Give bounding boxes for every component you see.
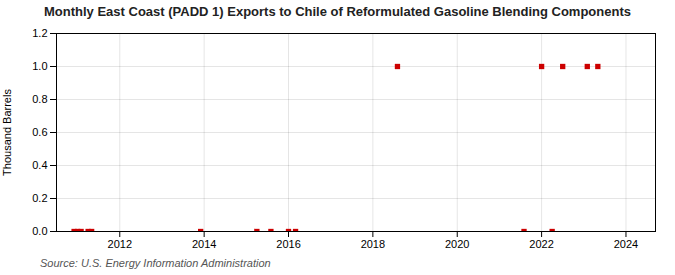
svg-text:2016: 2016 <box>276 238 300 250</box>
svg-text:1.0: 1.0 <box>32 60 47 72</box>
svg-text:2024: 2024 <box>614 238 638 250</box>
svg-text:0.8: 0.8 <box>32 93 47 105</box>
svg-text:0.0: 0.0 <box>32 225 47 237</box>
svg-text:2018: 2018 <box>361 238 385 250</box>
svg-text:Thousand Barrels: Thousand Barrels <box>1 89 13 176</box>
svg-text:1.2: 1.2 <box>32 27 47 39</box>
svg-text:0.4: 0.4 <box>32 159 47 171</box>
svg-text:2022: 2022 <box>529 238 553 250</box>
html-text:Monthly East Coast (PADD 1) Ex: Monthly East Coast (PADD 1) Exports to C… <box>44 4 631 19</box>
svg-text:2012: 2012 <box>108 238 132 250</box>
html-text:Source: U.S. Energy Informatio: Source: U.S. Energy Information Administ… <box>40 257 271 269</box>
svg-text:0.6: 0.6 <box>32 126 47 138</box>
svg-text:2020: 2020 <box>445 238 469 250</box>
svg-text:0.2: 0.2 <box>32 192 47 204</box>
svg-text:2014: 2014 <box>192 238 216 250</box>
